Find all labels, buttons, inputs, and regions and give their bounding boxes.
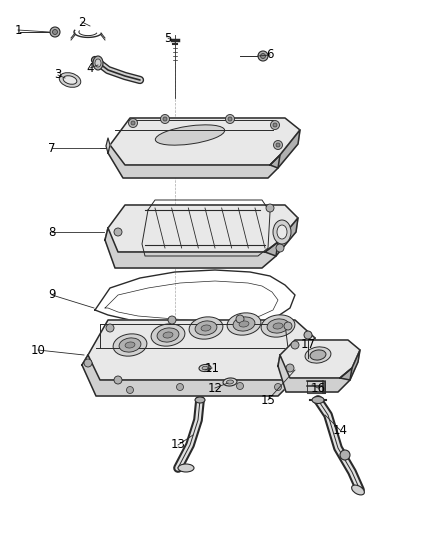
Circle shape bbox=[271, 120, 279, 130]
Circle shape bbox=[276, 244, 284, 252]
Circle shape bbox=[127, 386, 134, 393]
Polygon shape bbox=[105, 205, 298, 252]
Polygon shape bbox=[105, 228, 278, 268]
Polygon shape bbox=[340, 350, 360, 380]
Ellipse shape bbox=[59, 72, 81, 87]
Polygon shape bbox=[108, 145, 280, 178]
Ellipse shape bbox=[195, 321, 217, 335]
Circle shape bbox=[340, 450, 350, 460]
Ellipse shape bbox=[155, 125, 225, 145]
Ellipse shape bbox=[63, 76, 77, 84]
Ellipse shape bbox=[273, 323, 283, 329]
Ellipse shape bbox=[93, 56, 103, 70]
Circle shape bbox=[286, 364, 294, 372]
Circle shape bbox=[304, 331, 312, 339]
Circle shape bbox=[84, 359, 92, 367]
Ellipse shape bbox=[352, 485, 364, 495]
Text: 12: 12 bbox=[208, 382, 223, 394]
Ellipse shape bbox=[189, 317, 223, 339]
Circle shape bbox=[236, 315, 244, 323]
Circle shape bbox=[53, 29, 57, 35]
Circle shape bbox=[114, 376, 122, 384]
Ellipse shape bbox=[157, 328, 179, 342]
Text: 3: 3 bbox=[54, 69, 62, 82]
Ellipse shape bbox=[223, 378, 237, 386]
Text: 13: 13 bbox=[170, 439, 185, 451]
Circle shape bbox=[163, 117, 167, 121]
Ellipse shape bbox=[151, 324, 185, 346]
Ellipse shape bbox=[227, 313, 261, 335]
Text: 11: 11 bbox=[205, 361, 219, 375]
Text: 2: 2 bbox=[78, 15, 86, 28]
Circle shape bbox=[160, 115, 170, 124]
Circle shape bbox=[50, 27, 60, 37]
Text: 4: 4 bbox=[86, 61, 94, 75]
Ellipse shape bbox=[305, 347, 331, 363]
Ellipse shape bbox=[226, 380, 233, 384]
Text: 15: 15 bbox=[261, 393, 276, 407]
Polygon shape bbox=[106, 138, 110, 153]
Circle shape bbox=[273, 141, 283, 149]
Text: 8: 8 bbox=[48, 225, 56, 238]
Circle shape bbox=[131, 121, 135, 125]
Circle shape bbox=[284, 322, 292, 330]
Ellipse shape bbox=[277, 225, 287, 239]
Polygon shape bbox=[82, 320, 315, 380]
Ellipse shape bbox=[163, 332, 173, 338]
Ellipse shape bbox=[233, 317, 255, 331]
Text: 6: 6 bbox=[266, 49, 274, 61]
Ellipse shape bbox=[312, 397, 324, 403]
Circle shape bbox=[237, 383, 244, 390]
Circle shape bbox=[177, 384, 184, 391]
Ellipse shape bbox=[261, 315, 295, 337]
Ellipse shape bbox=[178, 464, 194, 472]
Circle shape bbox=[275, 384, 282, 391]
Ellipse shape bbox=[273, 220, 291, 244]
Ellipse shape bbox=[113, 334, 147, 356]
Ellipse shape bbox=[199, 365, 211, 372]
Text: 14: 14 bbox=[332, 424, 347, 437]
Polygon shape bbox=[265, 218, 298, 256]
Text: 9: 9 bbox=[48, 288, 56, 302]
Circle shape bbox=[273, 123, 277, 127]
Text: 1: 1 bbox=[14, 23, 22, 36]
Polygon shape bbox=[82, 355, 295, 396]
Polygon shape bbox=[108, 118, 300, 165]
Polygon shape bbox=[270, 130, 300, 168]
Circle shape bbox=[266, 204, 274, 212]
Polygon shape bbox=[307, 381, 325, 393]
Text: 10: 10 bbox=[31, 343, 46, 357]
Circle shape bbox=[258, 51, 268, 61]
Ellipse shape bbox=[267, 319, 289, 333]
Circle shape bbox=[226, 115, 234, 124]
Circle shape bbox=[291, 341, 299, 349]
Circle shape bbox=[261, 53, 265, 59]
Polygon shape bbox=[282, 338, 315, 382]
Text: 7: 7 bbox=[48, 141, 56, 155]
Circle shape bbox=[168, 316, 176, 324]
Ellipse shape bbox=[239, 321, 249, 327]
Text: 17: 17 bbox=[300, 338, 315, 351]
Ellipse shape bbox=[95, 59, 101, 67]
Text: 5: 5 bbox=[164, 31, 172, 44]
Circle shape bbox=[106, 324, 114, 332]
Polygon shape bbox=[278, 340, 360, 378]
Ellipse shape bbox=[195, 397, 205, 403]
Ellipse shape bbox=[201, 325, 211, 331]
Polygon shape bbox=[278, 355, 352, 392]
Circle shape bbox=[276, 143, 280, 147]
Text: 16: 16 bbox=[311, 382, 325, 394]
Circle shape bbox=[228, 117, 232, 121]
Circle shape bbox=[114, 228, 122, 236]
Ellipse shape bbox=[202, 366, 208, 370]
Ellipse shape bbox=[310, 350, 326, 360]
Ellipse shape bbox=[119, 338, 141, 352]
Circle shape bbox=[128, 118, 138, 127]
Ellipse shape bbox=[125, 342, 135, 348]
